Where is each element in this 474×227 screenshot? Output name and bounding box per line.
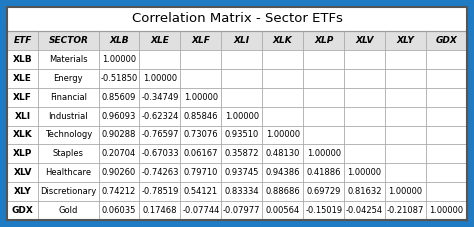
Bar bbox=[7, 126, 467, 144]
Bar bbox=[7, 88, 467, 107]
Text: 0.73076: 0.73076 bbox=[183, 131, 218, 139]
Text: -0.76597: -0.76597 bbox=[141, 131, 179, 139]
Text: 0.74212: 0.74212 bbox=[102, 187, 136, 196]
Bar bbox=[7, 163, 467, 182]
Text: XLB: XLB bbox=[109, 36, 129, 45]
Text: 0.85609: 0.85609 bbox=[102, 93, 136, 102]
Text: 0.88686: 0.88686 bbox=[265, 187, 300, 196]
Text: Financial: Financial bbox=[50, 93, 87, 102]
Text: -0.07977: -0.07977 bbox=[223, 206, 261, 215]
Text: XLY: XLY bbox=[397, 36, 415, 45]
Text: Correlation Matrix - Sector ETFs: Correlation Matrix - Sector ETFs bbox=[132, 12, 342, 25]
Text: 1.00000: 1.00000 bbox=[143, 74, 177, 83]
Bar bbox=[7, 69, 467, 88]
Text: -0.51850: -0.51850 bbox=[100, 74, 137, 83]
Text: 0.41886: 0.41886 bbox=[307, 168, 341, 177]
Text: XLE: XLE bbox=[150, 36, 169, 45]
Text: 1.00000: 1.00000 bbox=[307, 149, 341, 158]
Text: GDX: GDX bbox=[12, 206, 34, 215]
Text: XLK: XLK bbox=[273, 36, 292, 45]
Text: 1.00000: 1.00000 bbox=[225, 111, 259, 121]
Text: -0.62324: -0.62324 bbox=[141, 111, 179, 121]
Text: 1.00000: 1.00000 bbox=[429, 206, 464, 215]
Text: XLV: XLV bbox=[356, 36, 374, 45]
Bar bbox=[7, 182, 467, 201]
Text: 0.48130: 0.48130 bbox=[265, 149, 300, 158]
Text: 0.06167: 0.06167 bbox=[183, 149, 218, 158]
Text: 0.69729: 0.69729 bbox=[307, 187, 341, 196]
Text: -0.67033: -0.67033 bbox=[141, 149, 179, 158]
Text: Discretionary: Discretionary bbox=[40, 187, 97, 196]
Text: -0.34749: -0.34749 bbox=[141, 93, 179, 102]
Text: -0.07744: -0.07744 bbox=[182, 206, 219, 215]
Text: Energy: Energy bbox=[54, 74, 83, 83]
Text: 0.54121: 0.54121 bbox=[184, 187, 218, 196]
Text: Staples: Staples bbox=[53, 149, 84, 158]
Text: 0.17468: 0.17468 bbox=[143, 206, 177, 215]
Text: GDX: GDX bbox=[436, 36, 457, 45]
Text: 1.00000: 1.00000 bbox=[102, 55, 136, 64]
Text: XLY: XLY bbox=[14, 187, 32, 196]
Text: 1.00000: 1.00000 bbox=[266, 131, 300, 139]
Bar bbox=[7, 31, 467, 50]
Text: 0.93745: 0.93745 bbox=[225, 168, 259, 177]
Text: XLK: XLK bbox=[13, 131, 33, 139]
Bar bbox=[7, 201, 467, 220]
Text: 0.06035: 0.06035 bbox=[102, 206, 136, 215]
Text: 0.81632: 0.81632 bbox=[347, 187, 382, 196]
Text: ETF: ETF bbox=[13, 36, 32, 45]
Text: 0.96093: 0.96093 bbox=[102, 111, 136, 121]
Text: XLB: XLB bbox=[13, 55, 32, 64]
Text: Healthcare: Healthcare bbox=[46, 168, 91, 177]
Text: -0.21087: -0.21087 bbox=[387, 206, 424, 215]
Text: 0.83334: 0.83334 bbox=[225, 187, 259, 196]
Bar bbox=[7, 107, 467, 126]
Text: 1.00000: 1.00000 bbox=[347, 168, 382, 177]
Text: Gold: Gold bbox=[59, 206, 78, 215]
Text: XLE: XLE bbox=[13, 74, 32, 83]
Text: XLI: XLI bbox=[234, 36, 250, 45]
Text: XLF: XLF bbox=[13, 93, 32, 102]
Bar bbox=[7, 144, 467, 163]
Text: -0.15019: -0.15019 bbox=[305, 206, 342, 215]
Text: 0.85846: 0.85846 bbox=[183, 111, 218, 121]
Text: XLP: XLP bbox=[13, 149, 32, 158]
Text: 0.90288: 0.90288 bbox=[102, 131, 136, 139]
Text: Materials: Materials bbox=[49, 55, 88, 64]
Text: 1.00000: 1.00000 bbox=[184, 93, 218, 102]
Text: -0.04254: -0.04254 bbox=[346, 206, 383, 215]
Text: XLI: XLI bbox=[15, 111, 31, 121]
Text: 0.93510: 0.93510 bbox=[225, 131, 259, 139]
Text: XLF: XLF bbox=[191, 36, 210, 45]
Text: -0.74263: -0.74263 bbox=[141, 168, 179, 177]
Text: Industrial: Industrial bbox=[49, 111, 88, 121]
Text: 0.94386: 0.94386 bbox=[265, 168, 300, 177]
Text: SECTOR: SECTOR bbox=[48, 36, 88, 45]
Text: -0.78519: -0.78519 bbox=[141, 187, 179, 196]
Text: 0.00564: 0.00564 bbox=[265, 206, 300, 215]
Text: 1.00000: 1.00000 bbox=[389, 187, 423, 196]
Text: 0.35872: 0.35872 bbox=[225, 149, 259, 158]
Text: 0.79710: 0.79710 bbox=[184, 168, 218, 177]
Text: XLV: XLV bbox=[13, 168, 32, 177]
Bar bbox=[7, 50, 467, 69]
Text: XLP: XLP bbox=[314, 36, 333, 45]
Text: Technology: Technology bbox=[45, 131, 92, 139]
Text: 0.90260: 0.90260 bbox=[102, 168, 136, 177]
Text: 0.20704: 0.20704 bbox=[102, 149, 136, 158]
